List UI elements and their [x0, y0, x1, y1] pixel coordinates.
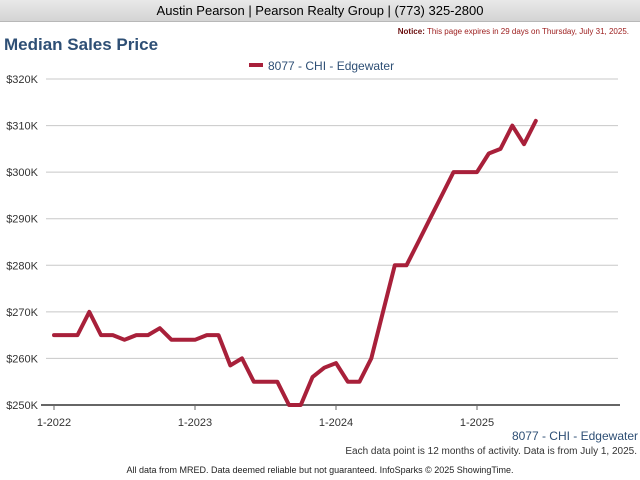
y-axis-ticks: $250K $260K $270K $280K $290K $300K $310K $320K	[6, 74, 38, 412]
y-tick-label: $260K	[6, 353, 38, 365]
y-tick-label: $320K	[6, 74, 38, 86]
y-tick-label: $310K	[6, 121, 38, 133]
y-tick-label: $300K	[6, 167, 38, 179]
x-axis-ticks: 1-2022 1-2023 1-2024 1-2025	[37, 405, 494, 429]
x-tick-label: 1-2024	[319, 417, 353, 429]
y-tick-label: $290K	[6, 214, 38, 226]
y-tick-label: $250K	[6, 400, 38, 412]
notice-text: This page expires in 29 days on Thursday…	[426, 27, 629, 36]
expiry-notice: Notice: This page expires in 29 days on …	[398, 27, 629, 36]
series-line	[52, 118, 538, 407]
x-tick-label: 1-2025	[460, 417, 494, 429]
agent-header: Austin Pearson | Pearson Realty Group | …	[0, 0, 640, 22]
legend[interactable]: 8077 - CHI - Edgewater	[249, 59, 394, 73]
series-layer	[52, 118, 538, 407]
gridlines	[46, 78, 618, 359]
notice-label: Notice:	[397, 27, 425, 36]
x-tick-label: 1-2023	[178, 417, 212, 429]
y-tick-label: $270K	[6, 307, 38, 319]
legend-label: 8077 - CHI - Edgewater	[268, 59, 394, 73]
x-tick-label: 1-2022	[37, 417, 71, 429]
agent-header-text: Austin Pearson | Pearson Realty Group | …	[156, 3, 484, 18]
series-end-label: 8077 - CHI - Edgewater	[512, 429, 638, 443]
data-footnote: Each data point is 12 months of activity…	[345, 446, 637, 457]
data-credits: All data from MRED. Data deemed reliable…	[126, 465, 514, 475]
chart-title: Median Sales Price	[4, 35, 159, 54]
y-tick-label: $280K	[6, 260, 38, 272]
